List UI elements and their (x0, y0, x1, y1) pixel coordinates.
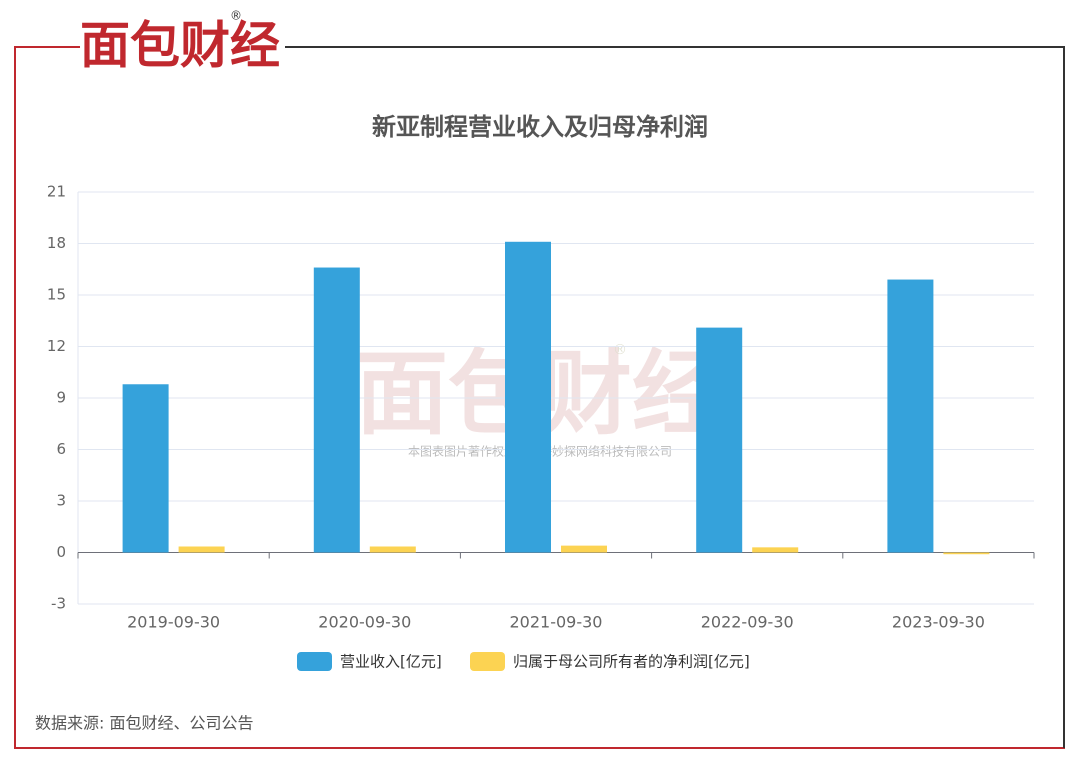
y-tick-label: 0 (56, 543, 66, 561)
x-tick-label: 2021-09-30 (510, 613, 603, 632)
bar (505, 241, 551, 553)
bar (178, 546, 225, 553)
brand-registered: ® (230, 9, 242, 23)
x-tick-label: 2020-09-30 (318, 613, 411, 632)
y-tick-label: 15 (47, 286, 66, 304)
y-tick-label: -3 (51, 595, 66, 613)
watermark-registered: ® (613, 342, 627, 358)
legend-label: 营业收入[亿元] (340, 653, 442, 671)
brand-logo: 面包财经 (80, 17, 280, 75)
bar (369, 546, 416, 553)
bar (887, 279, 934, 553)
bar (122, 384, 169, 553)
bar (752, 547, 799, 553)
bar (561, 545, 607, 553)
legend-swatch (470, 652, 505, 671)
y-tick-label: 9 (56, 389, 66, 407)
bar (313, 267, 360, 553)
bar (943, 552, 990, 555)
y-tick-label: 12 (47, 337, 66, 355)
y-tick-label: 3 (56, 492, 66, 510)
x-tick-label: 2019-09-30 (127, 613, 220, 632)
legend-swatch (297, 652, 332, 671)
bar (696, 327, 743, 553)
x-tick-label: 2023-09-30 (892, 613, 985, 632)
source-note: 数据来源: 面包财经、公司公告 (35, 714, 253, 733)
y-tick-label: 21 (47, 183, 66, 201)
legend-label: 归属于母公司所有者的净利润[亿元] (513, 653, 750, 671)
x-tick-label: 2022-09-30 (701, 613, 794, 632)
chart-title: 新亚制程营业收入及归母净利润 (372, 113, 708, 141)
y-tick-label: 6 (56, 440, 66, 458)
y-tick-label: 18 (47, 234, 66, 252)
